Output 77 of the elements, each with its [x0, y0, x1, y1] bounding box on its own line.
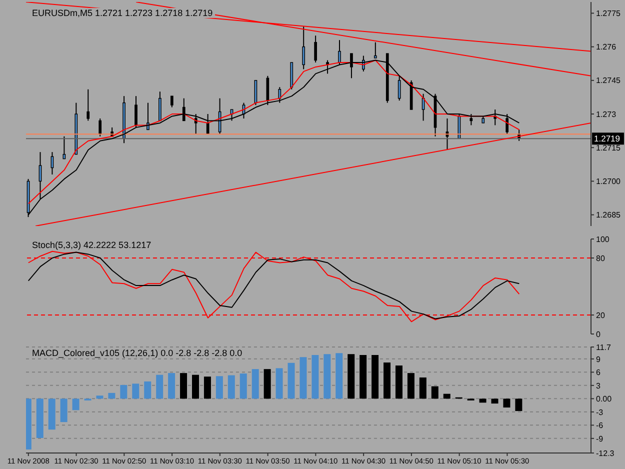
candlestick [206, 114, 210, 135]
bar [228, 375, 235, 399]
bar [36, 398, 44, 438]
candlestick [50, 152, 54, 175]
candlestick [302, 26, 306, 70]
y-tick-label: 1.2745 [596, 76, 622, 86]
y-tick-label: 3 [596, 381, 601, 390]
y-tick-label: 100 [596, 234, 610, 244]
bar [192, 374, 199, 399]
y-tick-label: -9 [596, 434, 604, 444]
candlestick [98, 118, 102, 137]
bar [240, 374, 247, 399]
y-tick-label: -3 [596, 408, 604, 417]
candlestick [470, 114, 473, 126]
candlestick [278, 86, 282, 104]
bar [372, 354, 379, 399]
bar [419, 377, 426, 399]
bar [515, 398, 522, 412]
bar [443, 394, 450, 399]
bar [300, 357, 307, 399]
y-tick-label: 1.2775 [596, 9, 622, 18]
text: EURUSDm,M5 1.2721 1.2723 1.2718 1.2719 [30, 8, 215, 18]
bar [144, 381, 152, 399]
y-tick-label: 11.7 [596, 342, 612, 352]
y-tick-label: 1.276 [596, 42, 617, 52]
bar [48, 398, 56, 430]
y-tick-label: 20 [596, 310, 606, 320]
y-tick-label: 80 [596, 254, 606, 263]
bar [180, 373, 188, 399]
bar [312, 354, 319, 399]
bar [168, 373, 176, 399]
bar [156, 374, 164, 399]
bar [431, 386, 438, 399]
ref-line-label: 1.2719 [594, 134, 620, 144]
bar [204, 376, 211, 399]
bar [491, 398, 498, 404]
bar [384, 362, 391, 399]
y-tick-label: 0.00 [596, 394, 612, 404]
bar [132, 384, 140, 399]
y-tick-label: 6 [596, 368, 601, 378]
chart-title: Stoch(5,3,3) 42.2222 53.1217 [30, 240, 154, 250]
bar [60, 398, 68, 422]
y-tick-label: -6 [596, 421, 604, 430]
bar [96, 396, 104, 399]
bar [503, 398, 510, 408]
bar [360, 354, 367, 399]
bar [108, 392, 116, 399]
candlestick [314, 35, 317, 63]
candlestick [398, 75, 401, 102]
bar [264, 369, 271, 399]
y-tick-label: 1.2700 [596, 177, 622, 186]
bar [407, 373, 414, 399]
candlestick [158, 91, 162, 122]
bar [479, 398, 486, 403]
bar [324, 354, 331, 399]
bar [348, 354, 355, 399]
candlestick [194, 114, 198, 135]
bar [72, 398, 80, 410]
bar [288, 362, 295, 399]
y-tick-label: 9 [596, 354, 601, 364]
y-tick-label: 1.273 [596, 110, 617, 119]
bar [336, 353, 343, 399]
bar [252, 369, 259, 399]
bar [120, 384, 128, 399]
candlestick [134, 96, 138, 128]
y-tick-label: 1.2685 [596, 210, 622, 220]
y-tick-label: -12.3 [596, 448, 615, 458]
y-tick-label: 1.2715 [596, 143, 622, 152]
bar [276, 368, 283, 399]
candlestick [86, 88, 90, 122]
candlestick [170, 96, 174, 108]
candlestick [182, 98, 186, 122]
candlestick [506, 114, 509, 135]
chart-title: MACD_Colored_v105 (12,26,1) 0.0 -2.8 -2.8 -2.8 0.0 [30, 348, 244, 358]
y-tick-label: 0 [596, 330, 601, 339]
bar [395, 366, 402, 399]
bar [216, 376, 223, 399]
